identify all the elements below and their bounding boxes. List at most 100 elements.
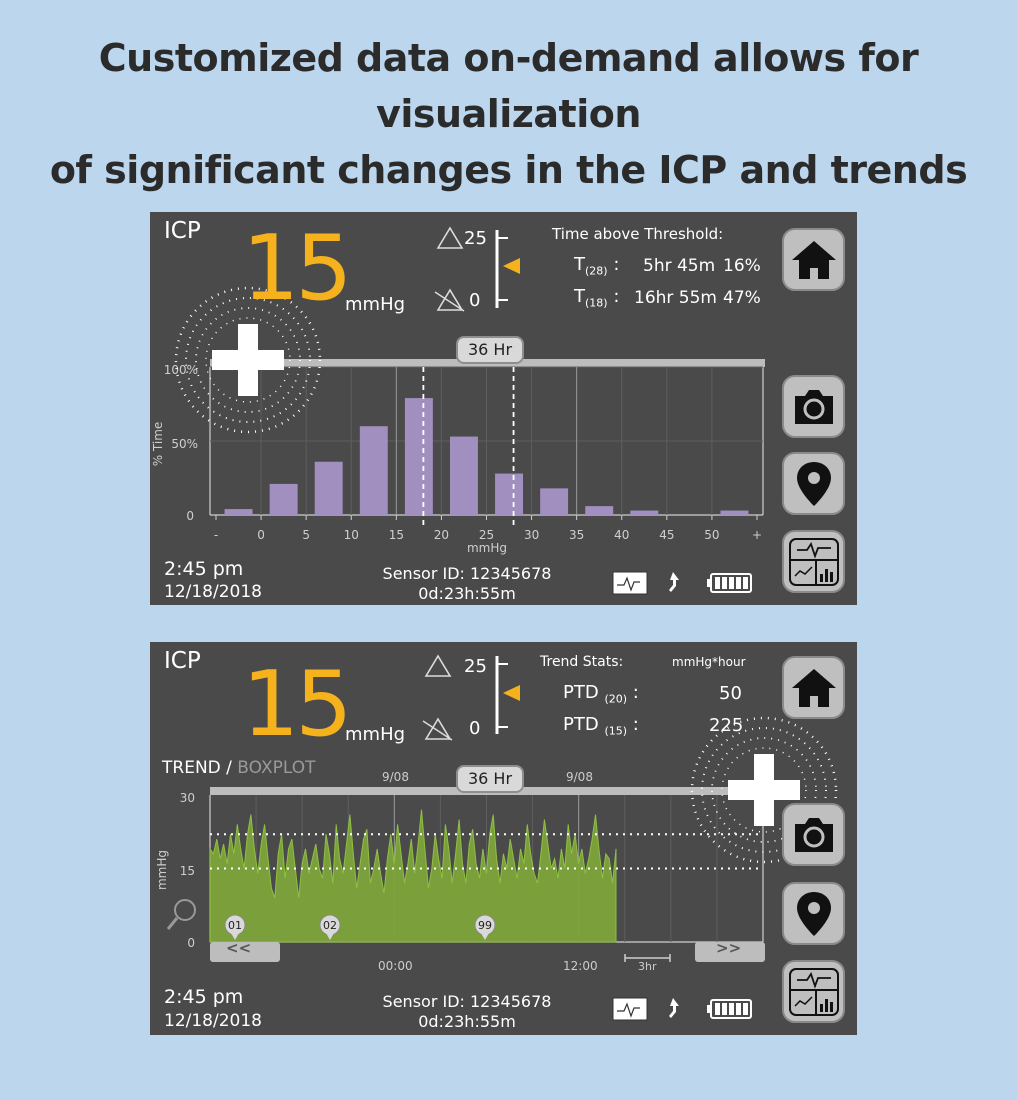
event-marker[interactable]: 01 xyxy=(224,914,246,940)
histogram-bar xyxy=(404,398,433,515)
y-tick-50: 50% xyxy=(171,437,198,451)
x-tick-label: 25 xyxy=(479,528,494,542)
y-tick-100: 100% xyxy=(164,363,198,377)
histogram-bar xyxy=(495,473,524,515)
scroll-left-button[interactable] xyxy=(210,942,280,962)
x-tick-label: 45 xyxy=(659,528,674,542)
trend-stats-unit: mmHg*hour xyxy=(672,655,746,669)
event-marker[interactable]: 99 xyxy=(474,914,496,940)
x-tick-label: 10 xyxy=(344,528,359,542)
headline: Customized data on-demand allows for vis… xyxy=(0,30,1017,198)
camera-icon xyxy=(794,817,833,852)
display-mode-button[interactable] xyxy=(782,530,845,593)
lower-threshold: 0 xyxy=(469,290,481,311)
sensor-id: Sensor ID: 12345678 xyxy=(382,564,552,583)
touch-indicator xyxy=(174,286,322,434)
home-button[interactable] xyxy=(782,656,845,719)
trend-screen: 0 15 30 mmHg 01 02 99 ICP 15 mmHg 25 0 Tre… xyxy=(150,642,857,1035)
tab-trend[interactable]: TREND xyxy=(162,758,221,778)
x-tick-label: 30 xyxy=(524,528,539,542)
threshold-row-1-pct: 16% xyxy=(723,256,761,276)
scroll-right-button[interactable] xyxy=(695,942,765,962)
x-tick-label: 0 xyxy=(257,528,265,542)
time-above-threshold-title: Time above Threshold: xyxy=(552,225,724,243)
monitor-icon xyxy=(612,571,648,595)
display-mode-button[interactable] xyxy=(782,960,845,1023)
histogram-screen: - 0 5 10 15 20 25 30 35 40 45 50 + 0 50% 100% % Time… xyxy=(150,212,857,605)
location-button[interactable] xyxy=(782,452,845,515)
date-label-right: 9/08 xyxy=(566,770,593,784)
clock-date: 12/18/2018 xyxy=(164,582,262,602)
camera-button[interactable] xyxy=(782,375,845,438)
date-label-left: 9/08 xyxy=(382,770,409,784)
alarm-high-icon xyxy=(436,226,464,249)
x-tick-label: 50 xyxy=(704,528,719,542)
ptd-20-label: PTD (20) : xyxy=(563,682,639,706)
view-tabs: TREND / BOXPLOT xyxy=(162,758,316,778)
histogram-bar xyxy=(585,506,614,515)
ptd-15-label: PTD (15) : xyxy=(563,714,639,738)
y-axis-label: mmHg xyxy=(155,850,169,890)
threshold-row-1-time: 5hr 45m xyxy=(643,256,716,276)
histogram-bar xyxy=(314,461,343,515)
x-tick-label: - xyxy=(214,528,218,542)
icp-trend-area xyxy=(209,809,617,943)
threshold-row-2-pct: 47% xyxy=(723,288,761,308)
range-selector-pill[interactable]: 36 Hr xyxy=(456,765,524,793)
camera-icon xyxy=(794,389,833,424)
y-tick-0: 0 xyxy=(187,936,195,950)
clock-time: 2:45 pm xyxy=(164,558,244,580)
x-tick-label: + xyxy=(752,528,762,542)
scroll-left-label: << xyxy=(226,939,252,957)
home-button[interactable] xyxy=(782,228,845,291)
y-axis-label: % Time xyxy=(151,422,165,467)
event-marker[interactable]: 02 xyxy=(319,914,341,940)
event-marker-label: 02 xyxy=(323,919,337,932)
headline-line-1: Customized data on-demand allows for vis… xyxy=(98,36,919,136)
x-tick-label: 5 xyxy=(302,528,310,542)
y-tick-15: 15 xyxy=(180,864,195,878)
lower-threshold: 0 xyxy=(469,718,481,739)
histogram-bar xyxy=(269,483,298,515)
zoom-plus-icon[interactable] xyxy=(212,324,284,396)
location-button[interactable] xyxy=(782,882,845,945)
event-marker-label: 01 xyxy=(228,919,242,932)
clock-date: 12/18/2018 xyxy=(164,1011,262,1031)
touch-indicator xyxy=(690,716,838,864)
histogram-bar xyxy=(359,426,388,515)
icp-value: 15 xyxy=(242,216,353,321)
monitor-icon xyxy=(612,997,648,1021)
ptd-20-value: 50 xyxy=(719,683,742,704)
power-plug-icon xyxy=(669,572,679,592)
home-icon xyxy=(791,668,836,707)
range-selector-pill[interactable]: 36 Hr xyxy=(456,336,524,364)
headline-line-2: of significant changes in the ICP and tr… xyxy=(49,148,968,192)
tab-boxplot[interactable]: BOXPLOT xyxy=(237,758,316,778)
power-plug-icon xyxy=(669,998,679,1018)
histogram-bar xyxy=(540,488,569,515)
camera-button[interactable] xyxy=(782,803,845,866)
sensor-duration: 0d:23h:55m xyxy=(418,1012,516,1031)
map-pin-icon xyxy=(796,891,831,936)
histogram-bar xyxy=(449,436,478,515)
x-tick-label: 35 xyxy=(569,528,584,542)
current-level-marker xyxy=(503,258,520,274)
scale-label: 3hr xyxy=(638,960,657,973)
x-tick-label: 20 xyxy=(434,528,449,542)
magnifier-icon[interactable] xyxy=(174,899,196,921)
histogram-bar xyxy=(224,509,253,515)
y-tick-30: 30 xyxy=(180,791,195,805)
histogram-bar xyxy=(720,510,749,515)
chart-modes-icon xyxy=(788,967,839,1016)
y-tick-0: 0 xyxy=(186,509,194,523)
sensor-id: Sensor ID: 12345678 xyxy=(382,992,552,1011)
alarm-off-icon xyxy=(436,288,464,311)
histogram-bar xyxy=(630,510,659,515)
x-tick-12-00: 12:00 xyxy=(563,959,598,973)
home-icon xyxy=(791,240,836,279)
map-pin-icon xyxy=(796,461,831,506)
alarm-high-icon xyxy=(424,654,452,677)
threshold-row-1: T(28) : xyxy=(574,254,620,278)
alarm-off-icon xyxy=(424,717,452,740)
histogram-chart: - 0 5 10 15 20 25 30 35 40 45 50 + 0 50% 100% % Time… xyxy=(151,226,765,595)
